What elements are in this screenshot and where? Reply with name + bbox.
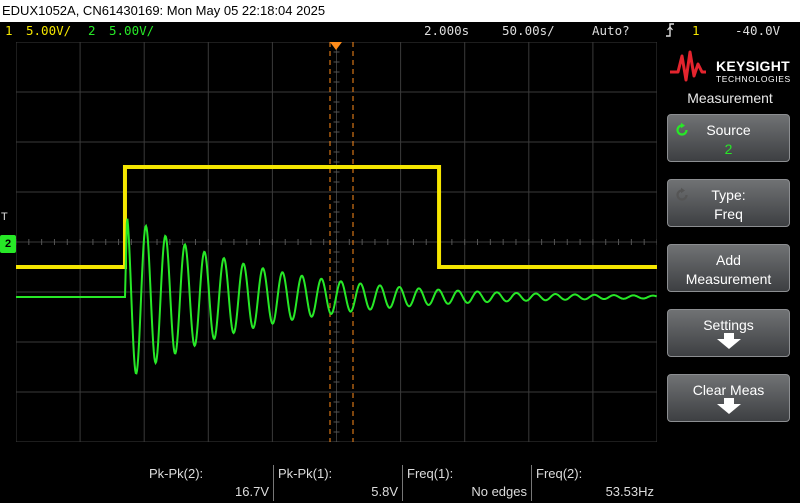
ch1-number[interactable]: 1 (5, 23, 13, 38)
measurement-freq-1[interactable]: Freq(1): No edges (403, 463, 531, 503)
ch2-number[interactable]: 2 (88, 23, 96, 38)
ch2-waveform (16, 218, 657, 375)
menu-title: Measurement (687, 90, 773, 106)
trigger-source[interactable]: 1 (692, 23, 700, 38)
submenu-down-arrow-icon (716, 398, 741, 414)
keysight-wave-icon (670, 50, 706, 82)
add-measurement-softkey[interactable]: Add Measurement (667, 244, 790, 292)
measurement-value: 16.7V (235, 484, 269, 499)
measurement-freq-2[interactable]: Freq(2): 53.53Hz (532, 463, 658, 503)
softkey-panel: KEYSIGHT TECHNOLOGIES Measurement Source… (660, 40, 800, 503)
timebase-scale[interactable]: 50.00s/ (502, 23, 555, 38)
source-label: Source (706, 122, 751, 138)
source-softkey[interactable]: Source 2 (667, 114, 790, 162)
trigger-level[interactable]: -40.0V (735, 23, 781, 38)
divider (402, 465, 403, 501)
divider (273, 465, 274, 501)
type-label: Type: (711, 187, 746, 203)
source-value: 2 (724, 141, 733, 157)
waveform-canvas (16, 42, 657, 442)
ch2-ground-marker[interactable]: 2 (0, 235, 16, 253)
divider (531, 465, 532, 501)
graticule (16, 42, 657, 442)
add-label-line2: Measurement (685, 271, 772, 287)
status-bar: 1 5.00V/ 2 5.00V/ 2.000s 50.00s/ Auto? 1… (0, 22, 800, 40)
measurement-label: Freq(1): (407, 466, 454, 481)
type-softkey[interactable]: Type: Freq (667, 179, 790, 227)
measurement-pkpk-2[interactable]: Pk-Pk(2): 16.7V (145, 463, 273, 503)
measurement-label: Freq(2): (536, 466, 583, 481)
measurement-bar: Pk-Pk(2): 16.7V Pk-Pk(1): 5.8V Freq(1): … (0, 463, 660, 503)
measurement-value: 5.8V (371, 484, 398, 499)
settings-label: Settings (703, 317, 754, 333)
add-label-line1: Add (716, 252, 741, 268)
trigger-mode[interactable]: Auto? (592, 23, 630, 38)
measurement-value: 53.53Hz (605, 484, 654, 499)
waveform-display[interactable] (16, 42, 657, 442)
type-value: Freq (714, 206, 743, 222)
trigger-edge-icon (664, 22, 676, 43)
clear-meas-label: Clear Meas (692, 382, 765, 398)
measurement-label: Pk-Pk(1): (278, 466, 333, 481)
submenu-down-arrow-icon (716, 333, 741, 349)
trigger-position-pointer[interactable] (330, 42, 342, 50)
settings-softkey[interactable]: Settings (667, 309, 790, 357)
rotate-knob-icon (676, 122, 688, 136)
brand-name: KEYSIGHT (716, 58, 790, 74)
horizontal-delay[interactable]: 2.000s (424, 23, 470, 38)
ch1-scale[interactable]: 5.00V/ (26, 23, 72, 38)
measurement-value: No edges (471, 484, 527, 499)
measurement-label: Pk-Pk(2): (149, 466, 204, 481)
ch1-waveform (16, 165, 657, 269)
window-title: EDUX1052A, CN61430169: Mon May 05 22:18:… (0, 0, 800, 22)
keysight-logo: KEYSIGHT TECHNOLOGIES (668, 48, 794, 88)
clear-meas-softkey[interactable]: Clear Meas (667, 374, 790, 422)
ch2-scale[interactable]: 5.00V/ (109, 23, 155, 38)
measurement-pkpk-1[interactable]: Pk-Pk(1): 5.8V (274, 463, 402, 503)
brand-subtitle: TECHNOLOGIES (716, 74, 791, 84)
trigger-level-marker[interactable]: T (1, 211, 8, 223)
rotate-knob-icon (676, 187, 688, 201)
